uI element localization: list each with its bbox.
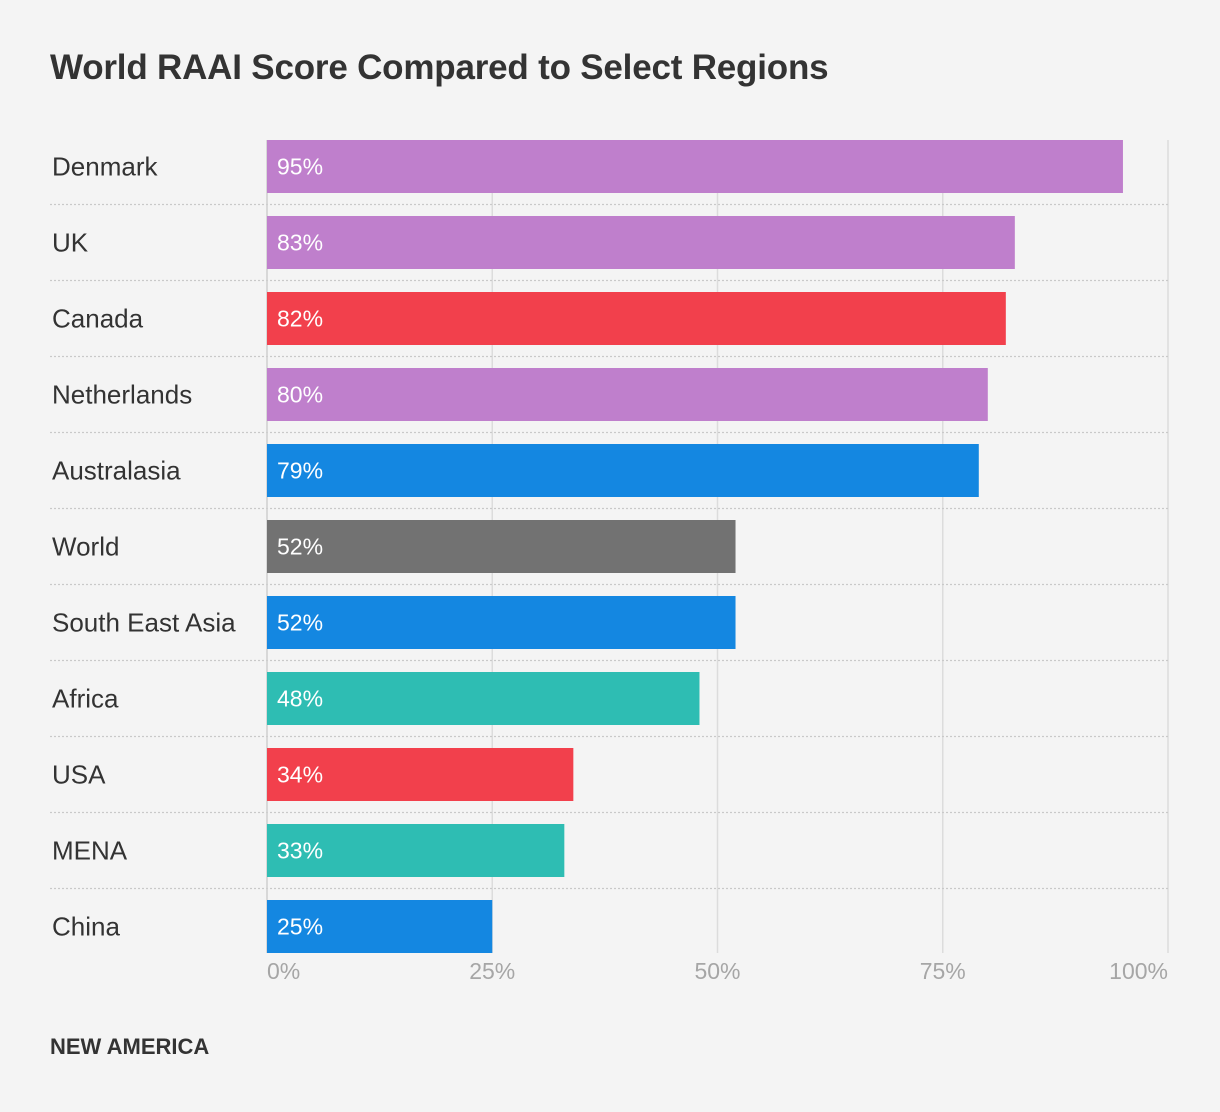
category-label: Netherlands [52,380,192,410]
category-label: Africa [52,684,119,714]
bar-value-label: 52% [277,610,323,636]
bar-value-label: 25% [277,914,323,940]
category-label: Australasia [52,456,181,486]
bar-value-label: 34% [277,762,323,788]
bar-value-label: 95% [277,154,323,180]
x-tick-label: 25% [469,958,515,984]
bar-value-label: 33% [277,838,323,864]
category-label: USA [52,760,106,790]
bar [267,140,1123,193]
bar-value-label: 48% [277,686,323,712]
category-labels: Denmark UK Canada Netherlands Australasia Wor… [52,152,236,942]
x-tick-label: 50% [694,958,740,984]
bar-value-label: 82% [277,306,323,332]
x-axis-ticks: 0% 25% 50% 75% 100% [267,958,1168,984]
x-tick-label: 100% [1109,958,1168,984]
bar [267,216,1015,269]
bar [267,824,565,877]
category-label: World [52,532,119,562]
category-label: South East Asia [52,608,236,638]
bar [267,368,988,421]
bar [267,444,979,497]
category-label: MENA [52,836,128,866]
x-tick-label: 0% [267,958,300,984]
brand-logo-text: NEW AMERICA [50,1034,210,1059]
bar [267,900,493,953]
bar [267,596,736,649]
bar-value-label: 83% [277,230,323,256]
bar [267,520,736,573]
bar-chart: 95% 83% 82% 80% 79% 52% 52% 48% 34% 33% 25% Denmar… [50,140,1169,984]
category-label: Canada [52,304,144,334]
bar-value-label: 79% [277,458,323,484]
category-label: UK [52,228,89,258]
bar-value-label: 52% [277,534,323,560]
bar [267,292,1006,345]
x-tick-label: 75% [920,958,966,984]
bar-value-label: 80% [277,382,323,408]
category-label: Denmark [52,152,158,182]
category-label: China [52,912,120,942]
bar [267,672,700,725]
bars: 95% 83% 82% 80% 79% 52% 52% 48% 34% 33% 25% [267,140,1123,953]
chart-title: World RAAI Score Compared to Select Regi… [50,48,829,87]
bar [267,748,574,801]
